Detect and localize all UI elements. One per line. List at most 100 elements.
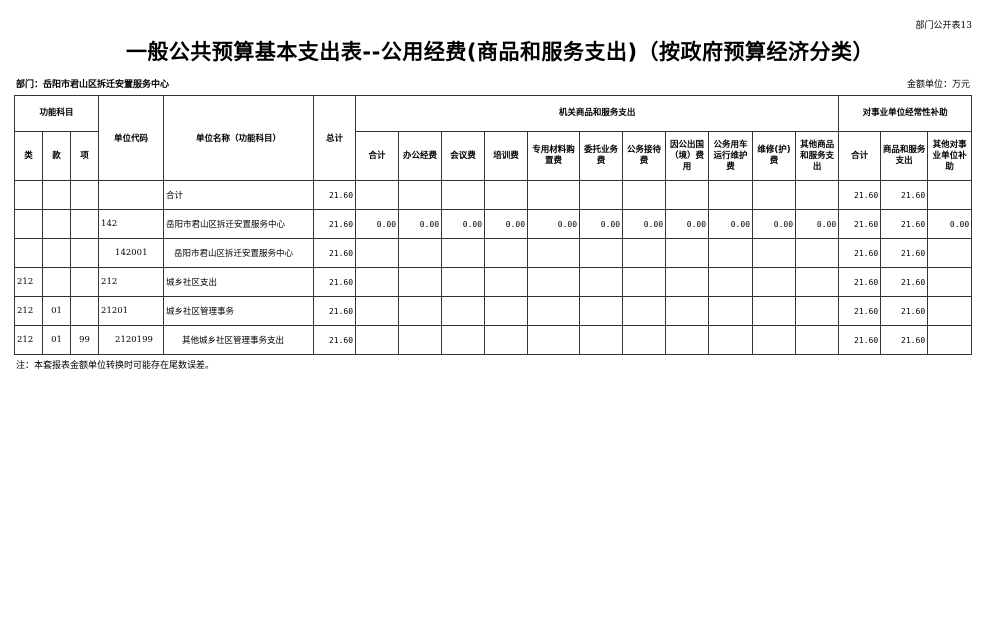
header-name: 单位名称（功能科目） bbox=[163, 95, 315, 181]
header-group2: 对事业单位经常性补助 bbox=[838, 95, 973, 132]
cell-g1 bbox=[708, 325, 754, 355]
cell-code: 21201 bbox=[98, 296, 165, 326]
cell-name: 城乡社区管理事务 bbox=[163, 296, 315, 326]
cell-xiang bbox=[69, 296, 100, 326]
header-lei: 类 bbox=[14, 131, 43, 181]
header-func: 功能科目 bbox=[13, 95, 100, 132]
cell-g1 bbox=[795, 296, 840, 326]
cell-g1 bbox=[441, 267, 486, 297]
cell-g1 bbox=[441, 325, 486, 355]
cell-g1 bbox=[527, 325, 581, 355]
header-g1-col: 委托业务费 bbox=[579, 131, 624, 181]
cell-lei bbox=[14, 209, 43, 239]
cell-name: 合计 bbox=[163, 180, 315, 210]
cell-g1 bbox=[355, 267, 400, 297]
header-g1-col: 专用材料购置费 bbox=[527, 131, 581, 181]
cell-g1 bbox=[355, 325, 400, 355]
header-xiang: 项 bbox=[69, 131, 100, 181]
cell-g2 bbox=[927, 180, 973, 210]
cell-kuan bbox=[42, 238, 71, 268]
cell-g1 bbox=[398, 296, 443, 326]
cell-g2: 21.60 bbox=[880, 238, 929, 268]
header-g2-col: 商品和服务支出 bbox=[880, 131, 929, 181]
cell-g2: 21.60 bbox=[838, 180, 882, 210]
cell-g1 bbox=[622, 296, 667, 326]
cell-g1: 0.00 bbox=[441, 209, 486, 239]
cell-xiang bbox=[69, 209, 100, 239]
cell-g2: 21.60 bbox=[880, 267, 929, 297]
header-g1-col: 其他商品和服务支出 bbox=[795, 131, 840, 181]
header-g1-col: 培训费 bbox=[484, 131, 529, 181]
cell-name: 岳阳市君山区拆迁安置服务中心 bbox=[163, 238, 315, 268]
header-g2-col: 其他对事业单位补助 bbox=[927, 131, 973, 181]
cell-g1 bbox=[752, 180, 797, 210]
cell-g1 bbox=[527, 296, 581, 326]
header-group1: 机关商品和服务支出 bbox=[355, 95, 840, 132]
cell-name: 其他城乡社区管理事务支出 bbox=[163, 325, 315, 355]
cell-kuan bbox=[42, 209, 71, 239]
cell-g2 bbox=[927, 296, 973, 326]
cell-g1 bbox=[752, 325, 797, 355]
cell-lei bbox=[14, 238, 43, 268]
cell-g1 bbox=[795, 238, 840, 268]
cell-code: 142 bbox=[98, 209, 165, 239]
cell-kuan: 01 bbox=[42, 296, 71, 326]
cell-g2: 21.60 bbox=[838, 209, 882, 239]
cell-g1 bbox=[708, 180, 754, 210]
cell-g1: 0.00 bbox=[484, 209, 529, 239]
header-kuan: 款 bbox=[42, 131, 71, 181]
cell-xiang bbox=[69, 238, 100, 268]
cell-g1 bbox=[795, 267, 840, 297]
cell-g1 bbox=[441, 238, 486, 268]
cell-g1 bbox=[484, 238, 529, 268]
header-code: 单位代码 bbox=[98, 95, 165, 181]
header-g1-col: 维修(护)费 bbox=[752, 131, 797, 181]
table-row: 212 01 21201 城乡社区管理事务 21.60 21.60 21.60 bbox=[14, 296, 973, 326]
form-code: 部门公开表13 bbox=[915, 21, 972, 31]
cell-xiang: 99 bbox=[69, 325, 100, 355]
cell-lei: 212 bbox=[14, 296, 43, 326]
cell-g2: 0.00 bbox=[927, 209, 973, 239]
cell-g1 bbox=[665, 296, 710, 326]
cell-lei: 212 bbox=[14, 325, 43, 355]
table-row: 212 01 99 2120199 其他城乡社区管理事务支出 21.60 21.60 21.6… bbox=[14, 325, 973, 355]
cell-code bbox=[98, 180, 165, 210]
cell-g1 bbox=[484, 267, 529, 297]
cell-code: 212 bbox=[98, 267, 165, 297]
cell-g1 bbox=[527, 180, 581, 210]
header-g1-col: 因公出国（境）费用 bbox=[665, 131, 710, 181]
cell-g2: 21.60 bbox=[838, 238, 882, 268]
table-row: 合计 21.60 21.60 21.60 bbox=[14, 180, 973, 210]
header-g1-col: 合计 bbox=[355, 131, 400, 181]
table-row: 142 岳阳市君山区拆迁安置服务中心 21.60 0.00 0.00 0.00 0.00 0.… bbox=[14, 209, 973, 239]
cell-g1 bbox=[355, 296, 400, 326]
cell-g1 bbox=[579, 238, 624, 268]
cell-total: 21.60 bbox=[313, 325, 357, 355]
cell-g1 bbox=[484, 180, 529, 210]
header-g1-col: 公务用车运行维护费 bbox=[708, 131, 754, 181]
cell-g1 bbox=[355, 238, 400, 268]
table-row: 212 212 城乡社区支出 21.60 21.60 21.60 bbox=[14, 267, 973, 297]
cell-g2: 21.60 bbox=[838, 325, 882, 355]
cell-g1: 0.00 bbox=[708, 209, 754, 239]
cell-g2: 21.60 bbox=[880, 325, 929, 355]
cell-name: 城乡社区支出 bbox=[163, 267, 315, 297]
cell-g2: 21.60 bbox=[838, 267, 882, 297]
cell-g1: 0.00 bbox=[579, 209, 624, 239]
cell-g1: 0.00 bbox=[752, 209, 797, 239]
cell-g1 bbox=[398, 180, 443, 210]
cell-g1: 0.00 bbox=[527, 209, 581, 239]
footnote: 注：本套报表金额单位转换时可能存在尾数误差。 bbox=[16, 361, 215, 371]
cell-g2: 21.60 bbox=[880, 180, 929, 210]
cell-g1 bbox=[355, 180, 400, 210]
cell-g2 bbox=[927, 238, 973, 268]
cell-g1 bbox=[665, 325, 710, 355]
cell-g1 bbox=[622, 325, 667, 355]
cell-g1 bbox=[441, 296, 486, 326]
header-g1-col: 公务接待费 bbox=[622, 131, 667, 181]
cell-g2 bbox=[927, 267, 973, 297]
cell-g1 bbox=[795, 180, 840, 210]
cell-g1 bbox=[398, 325, 443, 355]
cell-g1 bbox=[579, 180, 624, 210]
unit-label: 金额单位：万元 bbox=[906, 80, 970, 90]
